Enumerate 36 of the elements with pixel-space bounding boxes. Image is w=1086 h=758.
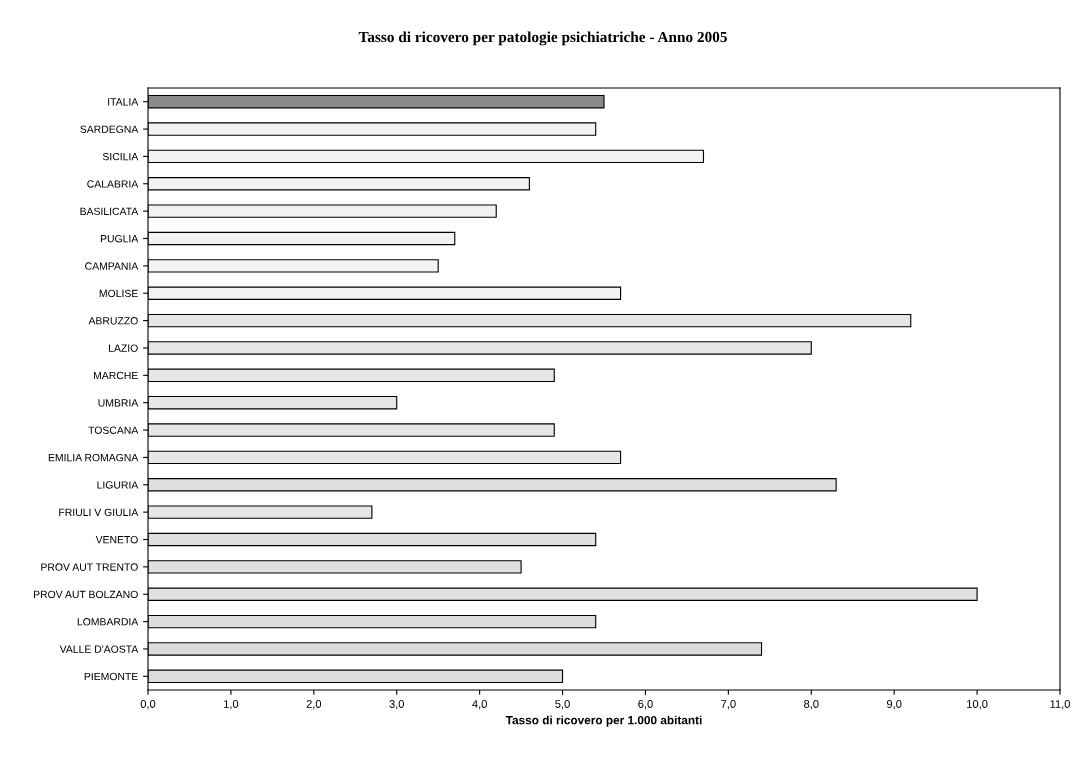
- y-tick-label: LOMBARDIA: [77, 618, 139, 626]
- y-tick-label: PUGLIA: [100, 235, 139, 243]
- x-tick-label: 9,0: [886, 700, 902, 710]
- y-tick-label: PROV AUT TRENTO: [41, 563, 138, 571]
- y-tick-label: SARDEGNA: [80, 125, 139, 133]
- y-tick-label: FRIULI V GIULIA: [59, 508, 139, 517]
- x-tick-label: 11,0: [1050, 700, 1070, 710]
- y-tick-label: SICILIA: [102, 152, 139, 161]
- x-axis-title: Tasso di ricovero per 1.000 abitanti: [505, 715, 702, 727]
- x-tick-label: 8,0: [804, 700, 819, 710]
- y-tick-label: PIEMONTE: [84, 672, 138, 681]
- x-tick-label: 4,0: [472, 700, 487, 710]
- y-tick-label: VENETO: [95, 536, 138, 544]
- x-tick-label: 2,0: [306, 700, 322, 710]
- x-tick-label: 6,0: [638, 700, 653, 710]
- x-tick-label: 5,0: [555, 700, 570, 710]
- y-tick-label: CALABRIA: [87, 180, 139, 188]
- y-tick-label: TOSCANA: [88, 426, 139, 434]
- x-tick-label: 1,0: [224, 700, 239, 710]
- y-tick-label: UMBRIA: [98, 399, 139, 407]
- x-tick-label: 3,0: [389, 700, 405, 710]
- y-tick-label: BASILICATA: [80, 207, 139, 216]
- y-tick-label: LAZIO: [109, 344, 138, 352]
- y-tick-label: MOLISE: [99, 289, 138, 298]
- y-tick-label: CAMPANIA: [85, 262, 139, 270]
- y-tick-label: MARCHE: [93, 371, 138, 380]
- x-tick-label: 10,0: [967, 700, 988, 710]
- chart-title: Tasso di ricovero per patologie psichiatriche - Anno 2005: [358, 31, 727, 46]
- x-tick-label: 7,0: [721, 700, 736, 710]
- y-tick-label: ITALIA: [108, 98, 139, 106]
- x-tick-label: 0,0: [140, 700, 156, 710]
- y-tick-label: EMILIA ROMAGNA: [48, 453, 139, 462]
- y-tick-label: LIGURIA: [97, 481, 139, 489]
- y-tick-label: PROV AUT BOLZANO: [33, 590, 138, 599]
- y-tick-label: ABRUZZO: [88, 317, 138, 325]
- y-tick-label: VALLE D'AOSTA: [59, 645, 139, 653]
